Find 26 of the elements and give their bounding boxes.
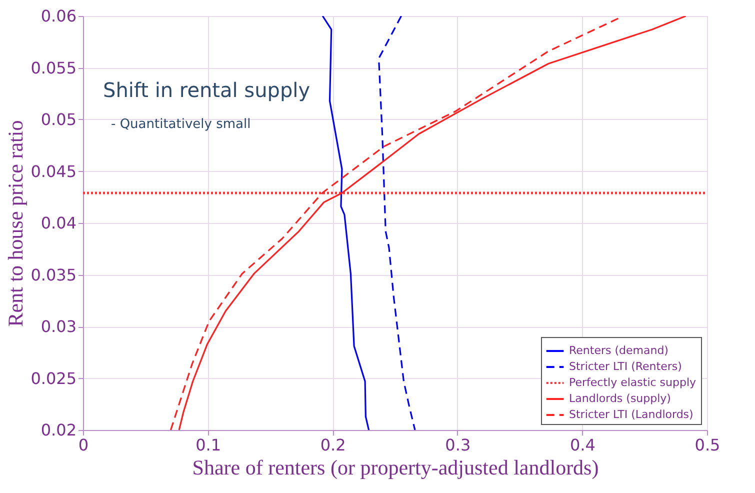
legend-label: Perfectly elastic supply [569, 376, 697, 389]
y-tick-label: 0.06 [40, 6, 76, 26]
y-tick-label: 0.05 [40, 110, 76, 129]
y-axis-title: Rent to house price ratio [4, 120, 28, 327]
y-tick-label: 0.025 [30, 368, 76, 388]
y-tick-label: 0.02 [40, 420, 76, 440]
x-tick-label: 0.2 [320, 436, 346, 454]
x-tick-label: 0.4 [570, 436, 596, 454]
y-tick-label: 0.055 [30, 58, 76, 78]
x-tick-label: 0.3 [445, 436, 471, 454]
y-tick-label: 0.035 [30, 265, 76, 284]
y-tick-label: 0.045 [30, 162, 76, 181]
annotation: Shift in rental supply [103, 78, 310, 102]
y-tick-label: 0.04 [40, 214, 76, 232]
x-tick-label: 0 [78, 436, 89, 454]
x-axis-title: Share of renters (or property-adjusted landlords) [192, 456, 599, 480]
legend-label: Renters (demand) [569, 344, 668, 357]
y-tick-label: 0.03 [40, 317, 76, 336]
legend-label: Stricter LTI (Renters) [569, 360, 682, 373]
line-series [378, 16, 416, 430]
legend-label: Stricter LTI (Landlords) [569, 408, 694, 421]
x-tick-label: 0.1 [196, 436, 222, 454]
legend-label: Landlords (supply) [569, 392, 671, 405]
line-series [322, 16, 370, 430]
x-tick-label: 0.5 [694, 436, 720, 454]
annotation: - Quantitatively small [111, 117, 251, 132]
